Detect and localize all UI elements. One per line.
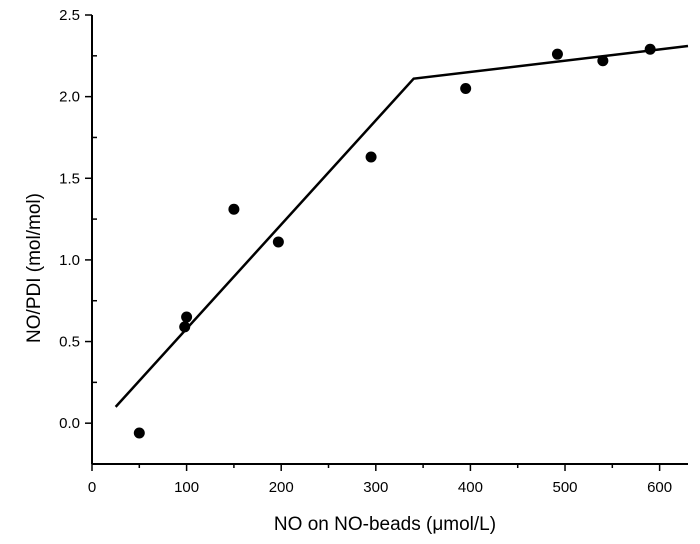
x-tick-label: 100 bbox=[174, 479, 199, 496]
data-point bbox=[644, 43, 656, 55]
data-point bbox=[179, 321, 191, 333]
x-tick-label: 500 bbox=[553, 479, 578, 496]
data-point bbox=[181, 311, 193, 323]
fit-line bbox=[114, 44, 689, 408]
y-tick-label: 2.0 bbox=[59, 89, 80, 106]
y-tick-label: 2.5 bbox=[59, 7, 80, 24]
x-tick-label: 600 bbox=[647, 479, 672, 496]
y-axis-title: NO/PDI (mol/mol) bbox=[24, 193, 45, 343]
data-point bbox=[365, 151, 377, 163]
data-point bbox=[133, 427, 145, 439]
data-point bbox=[597, 55, 609, 67]
x-tick-label: 300 bbox=[363, 479, 388, 496]
series-layer bbox=[114, 43, 689, 439]
data-point bbox=[551, 48, 563, 60]
axes bbox=[91, 15, 688, 465]
data-point bbox=[228, 203, 240, 215]
data-point bbox=[272, 236, 284, 248]
y-ticks: 0.0 0.5 1.0 1.5 2.0 2.5 bbox=[59, 7, 97, 465]
x-tick-label: 0 bbox=[88, 479, 96, 496]
y-tick-label: 0.0 bbox=[59, 415, 80, 432]
y-tick-label: 1.5 bbox=[59, 170, 80, 187]
x-ticks: 0 100 200 300 400 500 600 bbox=[88, 464, 672, 496]
y-tick-label: 0.5 bbox=[59, 334, 80, 351]
x-axis-title: NO on NO-beads (μmol/L) bbox=[274, 514, 496, 535]
x-tick-label: 400 bbox=[458, 479, 483, 496]
data-point bbox=[460, 82, 472, 94]
y-tick-label: 1.0 bbox=[59, 252, 80, 269]
x-tick-label: 200 bbox=[269, 479, 294, 496]
